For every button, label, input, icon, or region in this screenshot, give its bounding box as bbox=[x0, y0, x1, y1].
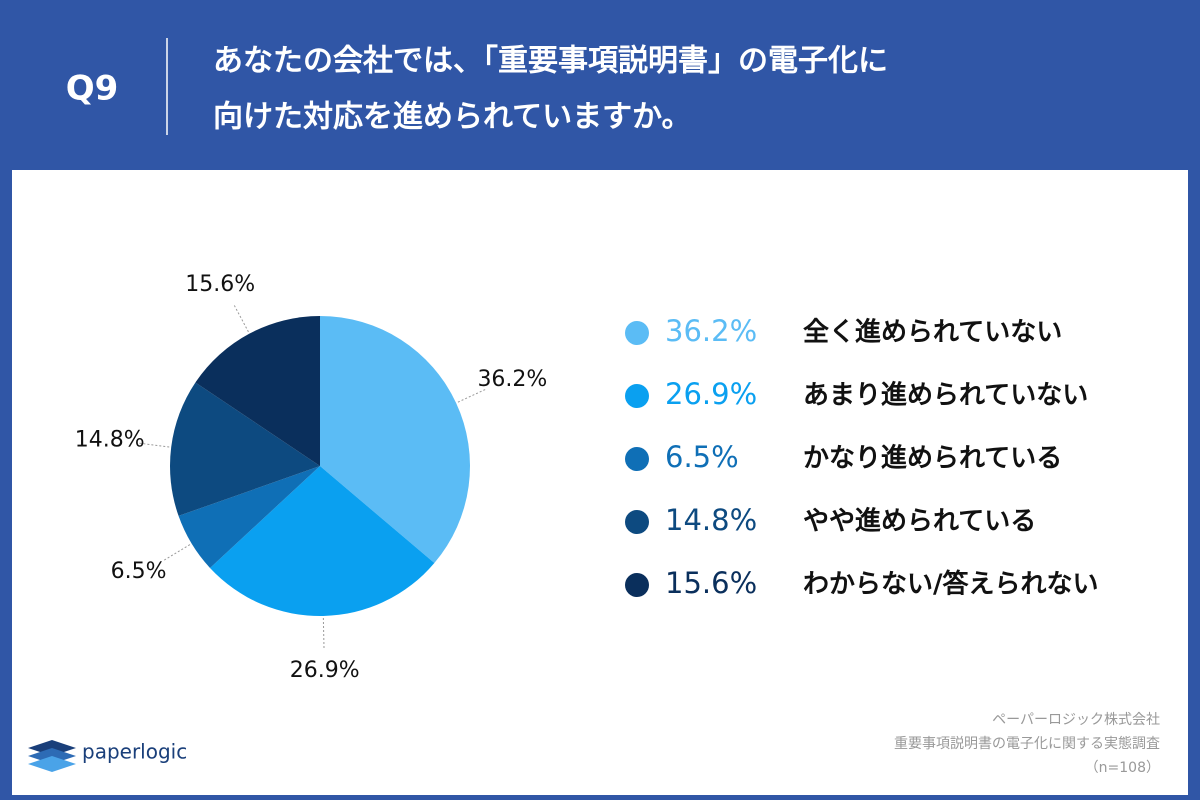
source-line: 重要事項説明書の電子化に関する実態調査 bbox=[894, 736, 1160, 752]
source-line: ペーパーロジック株式会社 bbox=[992, 712, 1160, 728]
pie-slice bbox=[170, 382, 320, 516]
legend-value: 14.8% bbox=[665, 503, 757, 537]
data-label: 26.9% bbox=[290, 658, 360, 683]
legend-label: あまり進められていない bbox=[803, 381, 1088, 411]
legend-label: やや進められている bbox=[803, 507, 1036, 537]
legend-value: 15.6% bbox=[665, 566, 757, 600]
title-line: あなたの会社では、「重要事項説明書」の電子化に bbox=[213, 44, 888, 79]
pie-slice bbox=[320, 316, 470, 564]
leader-line bbox=[322, 617, 325, 648]
legend-swatch bbox=[625, 573, 649, 597]
data-label: 14.8% bbox=[75, 427, 145, 452]
legend-value: 26.9% bbox=[665, 377, 757, 411]
pie-slice bbox=[210, 466, 435, 616]
legend-label: わからない/答えられない bbox=[803, 569, 1099, 600]
data-label: 15.6% bbox=[185, 272, 255, 297]
leader-line bbox=[233, 305, 249, 333]
legend-swatch bbox=[625, 321, 649, 345]
leader-line bbox=[139, 442, 170, 448]
pie-slice bbox=[195, 316, 320, 466]
logo-icon bbox=[28, 740, 76, 772]
legend-label: かなり進められている bbox=[803, 444, 1062, 474]
legend-swatch bbox=[625, 384, 649, 408]
legend-label: 全く進められていない bbox=[803, 318, 1062, 348]
legend-value: 36.2% bbox=[665, 314, 757, 348]
legend-swatch bbox=[625, 447, 649, 471]
leader-line bbox=[163, 544, 191, 561]
source-line: （n=108） bbox=[1085, 760, 1160, 776]
leader-line bbox=[457, 389, 486, 403]
logo-text: paperlogic bbox=[82, 740, 187, 764]
pie-slice bbox=[178, 466, 320, 568]
legend-value: 6.5% bbox=[665, 440, 739, 474]
question-number: Q9 bbox=[66, 69, 119, 109]
legend-swatch bbox=[625, 510, 649, 534]
data-label: 36.2% bbox=[477, 367, 547, 392]
title-line: 向けた対応を進められていますか。 bbox=[213, 100, 692, 135]
data-label: 6.5% bbox=[111, 559, 167, 584]
